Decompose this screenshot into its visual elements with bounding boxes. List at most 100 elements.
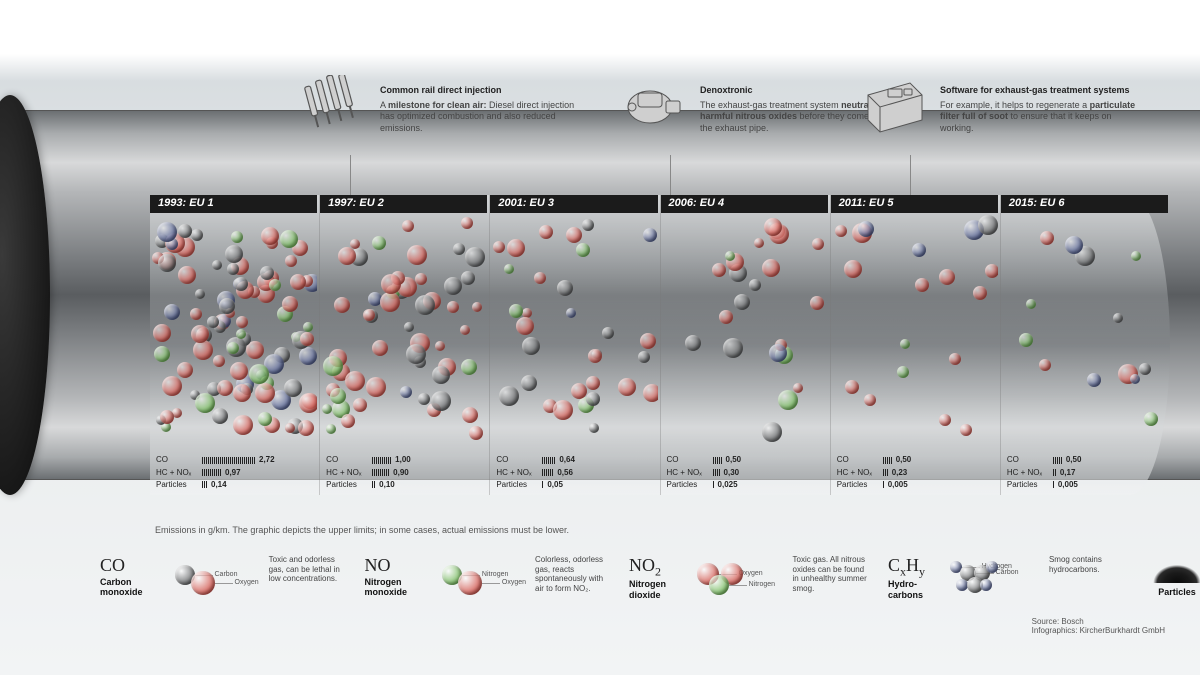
atom	[285, 255, 297, 267]
injectors-icon	[300, 75, 370, 135]
atom	[380, 292, 400, 312]
atom	[193, 340, 213, 360]
stat-label: CO	[156, 454, 202, 465]
atom	[212, 260, 222, 270]
stat-value: 0,56	[557, 467, 573, 478]
credit-source: Source: Bosch	[1032, 617, 1165, 626]
atom	[499, 386, 519, 406]
atom	[507, 239, 525, 257]
atom	[269, 279, 281, 291]
atom	[284, 379, 302, 397]
atom	[233, 415, 253, 435]
atom	[164, 304, 180, 320]
stat-bar	[883, 481, 884, 488]
stat-row: HC + NOₓ0,56	[496, 467, 655, 478]
atom	[900, 339, 910, 349]
stat-value: 0,30	[724, 467, 740, 478]
atom	[586, 392, 600, 406]
stat-bar	[542, 469, 553, 476]
atom	[227, 342, 239, 354]
atom	[469, 426, 483, 440]
atom	[762, 259, 780, 277]
stat-row: Particles0,05	[496, 479, 655, 490]
atom	[566, 227, 582, 243]
atom	[178, 266, 196, 284]
stat-row: CO 2,72	[156, 454, 315, 465]
atom	[754, 238, 764, 248]
legend-atom	[956, 579, 968, 591]
stat-row: HC + NOₓ0,97	[156, 467, 315, 478]
atom	[299, 393, 317, 413]
segment-particles	[492, 215, 657, 445]
atom	[400, 386, 412, 398]
atom	[160, 410, 174, 424]
segment-particles	[833, 215, 998, 445]
stat-bar	[1053, 481, 1054, 488]
stat-row: HC + NOₓ0,90	[326, 467, 485, 478]
stat-value: 0,50	[1066, 454, 1082, 465]
segment-stats: CO0,50HC + NOₓ0,17Particles0,005	[1007, 454, 1166, 491]
stat-bar	[202, 457, 255, 464]
stat-value: 0,025	[718, 479, 738, 490]
atom	[493, 241, 505, 253]
atom	[793, 383, 803, 393]
atom	[460, 325, 470, 335]
legend-desc: Smog contains hydrocarbons.	[1049, 555, 1127, 574]
atom	[225, 245, 243, 263]
atom	[509, 304, 523, 318]
stat-value: 2,72	[259, 454, 275, 465]
stat-value: 0,64	[559, 454, 575, 465]
stat-bar	[202, 481, 207, 488]
atom	[978, 215, 998, 235]
atom	[812, 238, 824, 250]
atom	[249, 364, 269, 384]
atom	[557, 280, 573, 296]
atom	[191, 325, 209, 343]
atom	[258, 412, 272, 426]
atom	[432, 366, 450, 384]
atom	[154, 346, 170, 362]
atom	[640, 333, 656, 349]
atom	[326, 424, 336, 434]
atom	[858, 221, 874, 237]
atom	[734, 294, 750, 310]
atom	[472, 302, 482, 312]
atom	[949, 353, 961, 365]
segment-2001-eu-3: 2001: EU 3CO0,64HC + NOₓ0,56Particles0,0…	[490, 195, 660, 495]
legend-molecule-icon: OxygenNitrogen	[695, 555, 737, 595]
segment-particles	[152, 215, 317, 445]
atom	[323, 356, 343, 376]
legend-desc: Toxic gas. All nitrous oxides can be fou…	[793, 555, 868, 593]
stat-row: Particles0,14	[156, 479, 315, 490]
legend-formula: NO2	[629, 555, 689, 579]
atom	[985, 264, 998, 278]
legend-atom-label: Oxygen	[235, 579, 259, 587]
segment-header: 2001: EU 3	[490, 195, 657, 213]
stat-row: CO0,50	[1007, 454, 1166, 465]
stat-bar	[1053, 469, 1056, 476]
stat-value: 1,00	[395, 454, 411, 465]
stat-row: HC + NOₓ0,23	[837, 467, 996, 478]
atom	[453, 243, 465, 255]
segment-header: 2011: EU 5	[831, 195, 998, 213]
atom	[725, 251, 735, 261]
atom	[153, 324, 171, 342]
atom	[973, 286, 987, 300]
stat-label: HC + NOₓ	[326, 467, 372, 478]
atom	[363, 309, 375, 321]
stat-label: Particles	[837, 479, 883, 490]
callout-connector	[350, 155, 351, 195]
atom	[764, 218, 782, 236]
atom	[778, 390, 798, 410]
atom	[1026, 299, 1036, 309]
atom	[539, 225, 553, 239]
stat-label: HC + NOₓ	[1007, 467, 1053, 478]
stat-row: Particles0,10	[326, 479, 485, 490]
atom	[602, 327, 614, 339]
atom	[553, 400, 573, 420]
atom	[589, 423, 599, 433]
stat-label: Particles	[156, 479, 202, 490]
atom	[522, 337, 540, 355]
atom	[213, 355, 225, 367]
legend-item-nitrogen-monoxide: NONitrogen monoxideNitrogenOxygenColorle…	[365, 555, 610, 645]
